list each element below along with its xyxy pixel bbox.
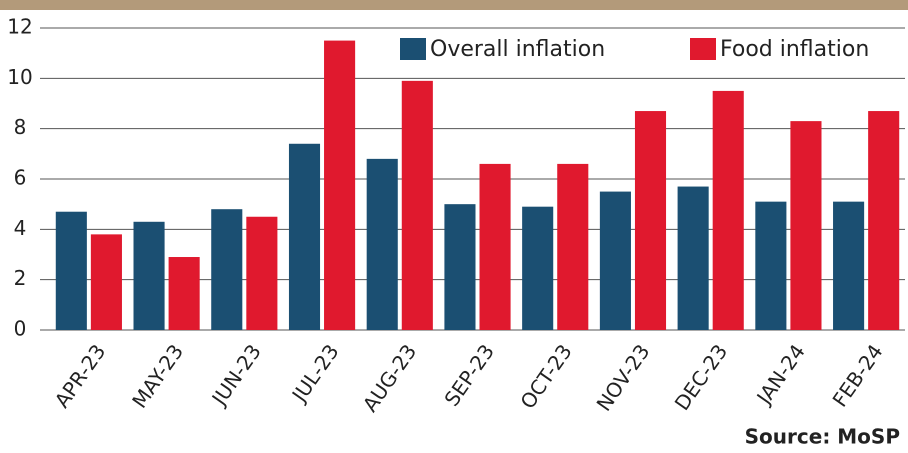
y-tick-label: 2 bbox=[14, 266, 27, 290]
x-tick-label: JUL-23 bbox=[286, 340, 344, 408]
legend-label: Overall inflation bbox=[430, 37, 605, 62]
bar bbox=[402, 81, 433, 330]
source: Source: MoSP bbox=[745, 425, 900, 449]
x-tick-label: DEC-23 bbox=[670, 340, 732, 415]
x-tick-label: AUG-23 bbox=[358, 340, 422, 416]
bar bbox=[522, 207, 553, 330]
bar bbox=[91, 234, 122, 330]
bar bbox=[557, 164, 588, 330]
bar bbox=[56, 212, 87, 330]
bar bbox=[134, 222, 165, 330]
bar bbox=[246, 217, 277, 330]
bar bbox=[755, 202, 786, 330]
bar bbox=[600, 192, 631, 330]
y-tick-label: 12 bbox=[7, 15, 32, 39]
legend-label: Food inflation bbox=[720, 37, 869, 62]
photo-strip bbox=[0, 0, 908, 10]
bar bbox=[678, 187, 709, 330]
y-tick-label: 0 bbox=[14, 317, 27, 341]
y-tick-label: 10 bbox=[7, 65, 32, 89]
bar bbox=[790, 121, 821, 330]
x-tick-label: APR-23 bbox=[50, 340, 111, 412]
x-tick-label: NOV-23 bbox=[592, 340, 655, 416]
bar bbox=[868, 111, 899, 330]
y-tick-label: 6 bbox=[14, 166, 27, 190]
bar bbox=[480, 164, 511, 330]
bar bbox=[324, 41, 355, 330]
legend-swatch bbox=[690, 38, 716, 60]
x-tick-label: FEB-24 bbox=[828, 340, 888, 412]
x-tick-label: JUN-23 bbox=[206, 340, 266, 411]
bar bbox=[289, 144, 320, 330]
chart: Source: MoSP 0 2 4 6 8 10 12 APR-23 MAY-23 JUN-23… bbox=[0, 0, 908, 453]
bar bbox=[713, 91, 744, 330]
bar bbox=[367, 159, 398, 330]
x-tick-label: SEP-23 bbox=[439, 340, 499, 411]
y-tick-label: 4 bbox=[14, 216, 27, 240]
y-tick-label: 8 bbox=[14, 115, 27, 139]
bar bbox=[635, 111, 666, 330]
bar bbox=[444, 204, 475, 330]
bar bbox=[169, 257, 200, 330]
x-tick-label: OCT-23 bbox=[515, 340, 576, 413]
x-tick-label: JAN-24 bbox=[751, 340, 810, 410]
legend-swatch bbox=[400, 38, 426, 60]
bar bbox=[211, 209, 242, 330]
bar bbox=[833, 202, 864, 330]
x-tick-label: MAY-23 bbox=[127, 340, 188, 413]
